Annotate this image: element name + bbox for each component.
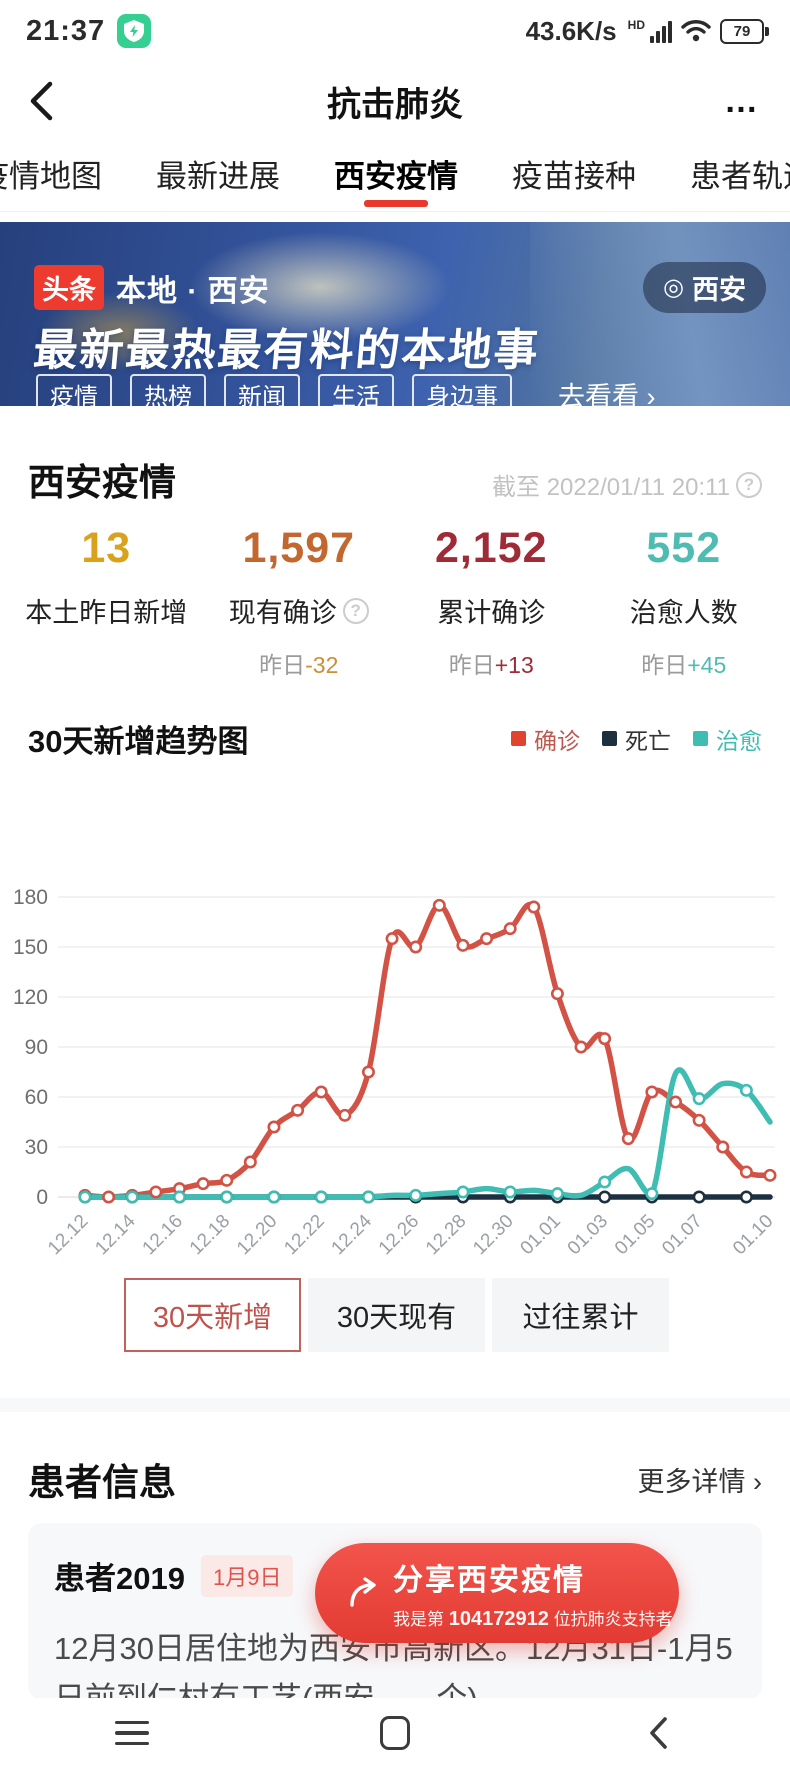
svg-text:150: 150 <box>13 936 48 959</box>
svg-text:01.03: 01.03 <box>564 1211 612 1259</box>
banner-tag[interactable]: 热榜 <box>130 374 206 406</box>
range-historical-total-button[interactable]: 过往累计 <box>492 1278 669 1352</box>
stat-total-confirmed: 2,152 累计确诊 昨日+13 <box>434 524 548 678</box>
stat-cured: 552 治愈人数 昨日+45 <box>629 524 738 678</box>
chart-title: 30天新增趋势图 <box>28 724 249 759</box>
clock: 21:37 <box>26 14 106 47</box>
wifi-icon <box>681 20 711 42</box>
banner-headline: 最新最热最有料的本地事 <box>31 326 542 375</box>
chart-legend: 确诊 死亡 治愈 <box>511 722 762 756</box>
banner-tag[interactable]: 疫情 <box>36 374 112 406</box>
svg-text:60: 60 <box>25 1086 48 1109</box>
as-of-timestamp: 截至 2022/01/11 20:11 ? <box>492 467 762 502</box>
help-icon[interactable]: ? <box>342 597 369 624</box>
section-title: 西安疫情 <box>28 462 176 503</box>
patient-date-badge: 1月9日 <box>200 1554 294 1597</box>
banner-photo-highlight <box>190 232 450 342</box>
share-button[interactable]: 分享西安疫情 我是第 104172912 位抗肺炎支持者 <box>315 1543 679 1643</box>
svg-text:12.16: 12.16 <box>139 1211 187 1259</box>
patient-name: 患者2019 <box>54 1561 185 1596</box>
tab-latest-progress[interactable]: 最新进展 <box>156 159 280 194</box>
tab-epidemic-map[interactable]: 疫情地图 <box>0 159 102 194</box>
system-nav-bar <box>0 1698 790 1768</box>
security-shield-icon <box>117 14 152 48</box>
svg-text:120: 120 <box>13 986 48 1009</box>
range-30day-new-button[interactable]: 30天新增 <box>124 1278 301 1352</box>
share-arrow-icon <box>350 1577 376 1607</box>
svg-text:01.01: 01.01 <box>516 1211 564 1259</box>
svg-text:12.30: 12.30 <box>469 1211 517 1259</box>
recents-icon[interactable] <box>114 1720 149 1746</box>
svg-text:30: 30 <box>25 1136 48 1159</box>
banner-tag[interactable]: 新闻 <box>224 374 300 406</box>
tab-xian-epidemic[interactable]: 西安疫情 <box>330 146 462 211</box>
legend-cured: 治愈 <box>693 722 762 756</box>
legend-deaths: 死亡 <box>602 722 671 756</box>
stats-row: 13 本土昨日新增 1,597 现有确诊? 昨日-32 2,152 累计确诊 昨… <box>10 524 780 680</box>
epidemic-section-header: 西安疫情 截至 2022/01/11 20:11 ? <box>28 452 762 506</box>
svg-text:12.14: 12.14 <box>91 1210 140 1259</box>
legend-confirmed: 确诊 <box>511 722 580 756</box>
help-icon[interactable]: ? <box>736 471 762 498</box>
stat-active-confirmed: 1,597 现有确诊? 昨日-32 <box>203 524 396 680</box>
svg-text:12.26: 12.26 <box>375 1211 423 1259</box>
signal-bars-icon <box>650 19 672 43</box>
banner-photo-streak <box>530 222 790 406</box>
status-bar: 21:37 43.6K/s HD 79 <box>0 0 790 62</box>
trend-line-chart: 030609012015018012.1212.1412.1612.1812.2… <box>13 886 778 1259</box>
hd-badge-icon: HD <box>627 17 645 32</box>
banner-tag[interactable]: 生活 <box>318 374 394 406</box>
range-30day-active-button[interactable]: 30天现有 <box>308 1278 485 1352</box>
svg-text:12.22: 12.22 <box>280 1211 328 1259</box>
svg-text:12.24: 12.24 <box>328 1210 377 1259</box>
tab-vaccination[interactable]: 疫苗接种 <box>512 159 636 194</box>
tab-patient-tracks[interactable]: 患者轨迹 <box>690 159 790 194</box>
location-pill[interactable]: ◎ 西安 <box>643 262 766 313</box>
section-divider <box>0 1398 790 1412</box>
range-buttons: 30天新增 30天现有 过往累计 <box>124 1278 669 1352</box>
back-nav-icon[interactable] <box>648 1716 668 1750</box>
share-label: 分享西安疫情 <box>393 1564 585 1597</box>
patients-title: 患者信息 <box>28 1462 176 1503</box>
share-subtext: 我是第 104172912 位抗肺炎支持者 <box>393 1608 673 1630</box>
stat-local-new: 13 本土昨日新增 <box>25 524 188 628</box>
svg-text:12.20: 12.20 <box>233 1211 281 1259</box>
svg-text:12.12: 12.12 <box>44 1211 92 1259</box>
battery-icon: 79 <box>720 18 769 44</box>
trend-chart-header: 30天新增趋势图 确诊 死亡 治愈 <box>28 716 762 761</box>
more-details-link[interactable]: 更多详情 › <box>637 1466 763 1497</box>
banner-brand-text: 本地 · 西安 <box>116 274 270 308</box>
svg-text:0: 0 <box>36 1186 48 1209</box>
back-icon[interactable] <box>28 80 54 122</box>
banner-tag[interactable]: 身边事 <box>412 374 512 406</box>
svg-text:12.18: 12.18 <box>186 1211 234 1259</box>
toutiao-logo-badge: 头条 <box>34 265 104 310</box>
nav-bar: 抗击肺炎 … <box>0 62 790 140</box>
location-pin-icon: ◎ <box>663 274 684 301</box>
svg-text:90: 90 <box>25 1036 48 1059</box>
network-speed: 43.6K/s <box>525 15 617 46</box>
page-title: 抗击肺炎 <box>327 85 463 124</box>
tab-bar: 疫情地图 最新进展 西安疫情 疫苗接种 患者轨迹 <box>0 146 790 212</box>
svg-text:01.05: 01.05 <box>611 1211 659 1259</box>
more-menu-icon[interactable]: … <box>724 81 762 120</box>
local-news-banner[interactable]: 头条 本地 · 西安 ◎ 西安 最新最热最有料的本地事 疫情 热榜 新闻 生活 … <box>0 222 790 406</box>
home-icon[interactable] <box>379 1716 410 1750</box>
svg-text:180: 180 <box>13 886 48 909</box>
patients-section-header: 患者信息 更多详情 › <box>28 1452 762 1506</box>
svg-text:01.07: 01.07 <box>658 1211 706 1259</box>
banner-cta[interactable]: 去看看 › <box>558 382 656 406</box>
svg-text:12.28: 12.28 <box>422 1211 470 1259</box>
svg-text:01.10: 01.10 <box>729 1211 777 1259</box>
